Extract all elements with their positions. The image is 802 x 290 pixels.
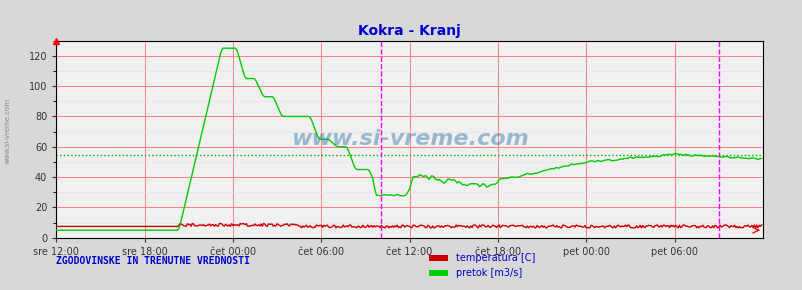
Text: www.si-vreme.com: www.si-vreme.com <box>290 129 528 149</box>
Text: www.si-vreme.com: www.si-vreme.com <box>5 97 11 164</box>
Text: ZGODOVINSKE IN TRENUTNE VREDNOSTI: ZGODOVINSKE IN TRENUTNE VREDNOSTI <box>56 256 249 266</box>
Legend: temperatura [C], pretok [m3/s]: temperatura [C], pretok [m3/s] <box>424 250 538 282</box>
Title: Kokra - Kranj: Kokra - Kranj <box>358 24 460 38</box>
